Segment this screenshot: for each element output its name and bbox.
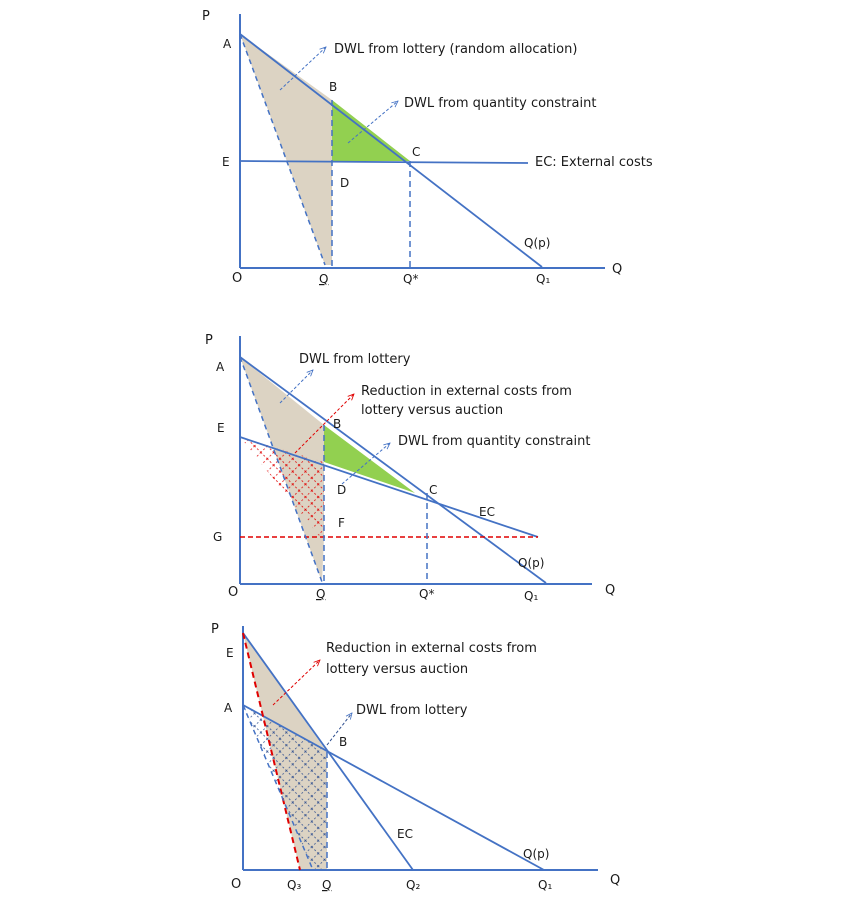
- p2-label-E: E: [217, 421, 225, 435]
- p1-label-Qbar: Q: [319, 272, 328, 286]
- p1-label-Qstar: Q*: [403, 272, 418, 286]
- p3-label-Q2: Q₂: [406, 878, 420, 892]
- demand-curve: [239, 33, 543, 268]
- p3-label-Qbar: Q: [322, 878, 331, 892]
- p2-label-Qstar: Q*: [419, 587, 434, 601]
- quantity-constraint-dwl-area: [324, 425, 415, 493]
- reduction-arrow: [294, 394, 354, 454]
- panel-3: P E A B O Q Q₃ Q Q₂ Q₁ Q(p) EC Reduction…: [211, 622, 620, 892]
- p3-label-O: O: [231, 877, 241, 892]
- red-dashed-line: [242, 632, 301, 871]
- p3-label-Q1: Q₁: [538, 878, 552, 892]
- lottery-dashed-line: [239, 356, 323, 583]
- external-cost-line: [239, 436, 539, 538]
- p3-label-P: P: [211, 622, 219, 637]
- p2-annotation-reduction-1: Reduction in external costs from: [361, 384, 572, 399]
- p2-annotation-quantity: DWL from quantity constraint: [398, 434, 590, 449]
- p1-annotation-lottery: DWL from lottery (random allocation): [334, 42, 577, 57]
- p1-label-Q1: Q₁: [536, 272, 550, 286]
- quantity-arrow: [341, 443, 390, 485]
- reduction-arrow: [272, 660, 320, 706]
- external-cost-reduction-area: [240, 437, 324, 537]
- lottery-arrow: [326, 713, 352, 746]
- demand-curve: [239, 356, 547, 584]
- panel-1: P A B C D E O Q Q Q* Q₁ Q(p) DWL from lo…: [202, 9, 653, 286]
- p3-annotation-lottery: DWL from lottery: [356, 703, 468, 718]
- p3-label-E: E: [226, 646, 234, 660]
- p3-label-Qp: Q(p): [523, 847, 549, 861]
- lottery-dashed-line: [242, 704, 314, 871]
- p1-annotation-ec: EC: External costs: [535, 155, 653, 170]
- panel-2: P A B C D E F G O Q Q Q* Q₁ Q(p) EC DWL …: [205, 333, 615, 603]
- p2-label-A: A: [216, 360, 225, 374]
- p2-annotation-reduction-2: lottery versus auction: [361, 403, 503, 418]
- lottery-arrow: [279, 47, 326, 91]
- p1-label-C: C: [412, 145, 420, 159]
- p3-label-Q3: Q₃: [287, 878, 301, 892]
- p1-label-O: O: [232, 271, 242, 286]
- p2-label-EC: EC: [479, 505, 495, 519]
- p3-annotation-reduction-2: lottery versus auction: [326, 662, 468, 677]
- p1-annotation-quantity: DWL from quantity constraint: [404, 96, 596, 111]
- overlap-cross-hatch-area: [243, 705, 327, 870]
- p1-label-D: D: [340, 176, 349, 190]
- demand-curve: [242, 704, 545, 871]
- p2-label-B: B: [333, 417, 341, 431]
- p1-label-Qp: Q(p): [524, 236, 550, 250]
- p2-label-Q1: Q₁: [524, 589, 538, 603]
- p2-label-C: C: [429, 483, 437, 497]
- p2-label-D: D: [337, 483, 346, 497]
- p2-label-Qbar: Q: [316, 587, 325, 601]
- p3-annotation-reduction-1: Reduction in external costs from: [326, 641, 537, 656]
- external-cost-line: [242, 632, 414, 871]
- p3-label-Q: Q: [610, 873, 620, 888]
- p3-label-B: B: [339, 735, 347, 749]
- p3-label-EC: EC: [397, 827, 413, 841]
- quantity-arrow: [347, 101, 398, 144]
- lottery-arrow: [279, 370, 313, 404]
- quantity-constraint-dwl-area: [332, 100, 410, 161]
- p2-label-Qp: Q(p): [518, 556, 544, 570]
- p2-label-Q: Q: [605, 583, 615, 598]
- p2-label-O: O: [228, 585, 238, 600]
- p2-label-P: P: [205, 333, 213, 348]
- p2-annotation-lottery: DWL from lottery: [299, 352, 411, 367]
- p1-label-E: E: [222, 155, 230, 169]
- p1-label-Q: Q: [612, 262, 622, 277]
- p1-label-B: B: [329, 80, 337, 94]
- p3-label-A: A: [224, 701, 233, 715]
- lottery-dwl-area: [240, 34, 332, 265]
- p1-label-A: A: [223, 37, 232, 51]
- p2-label-F: F: [338, 516, 345, 530]
- p2-label-G: G: [213, 530, 222, 544]
- external-cost-line: [239, 160, 529, 164]
- p1-label-P: P: [202, 9, 210, 24]
